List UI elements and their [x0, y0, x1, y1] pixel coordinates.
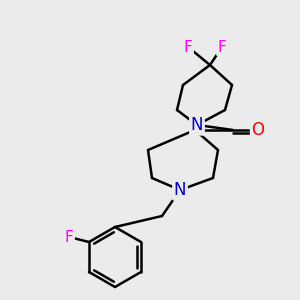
- Text: N: N: [191, 116, 203, 134]
- Text: F: F: [64, 230, 74, 244]
- Text: F: F: [218, 40, 226, 55]
- Text: F: F: [184, 40, 192, 55]
- Text: O: O: [251, 121, 265, 139]
- Text: N: N: [174, 181, 186, 199]
